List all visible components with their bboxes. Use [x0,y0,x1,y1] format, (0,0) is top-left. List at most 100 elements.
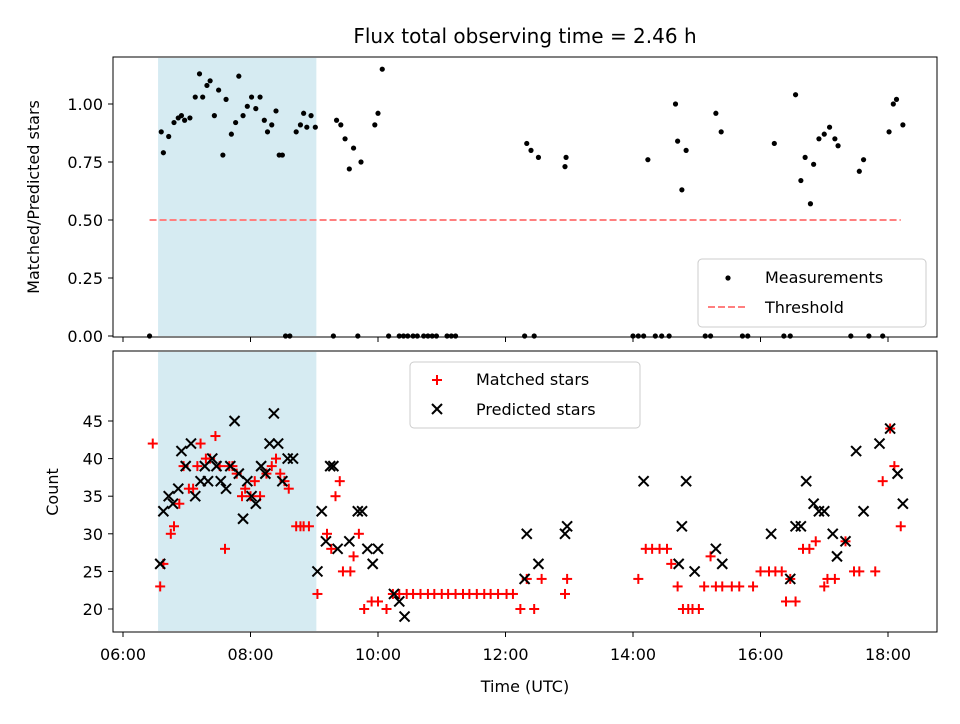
measurement-point [522,333,528,339]
predicted-star-point [162,490,175,502]
bottom-x-tick-label: 14:00 [610,645,656,664]
measurement-point [308,113,314,119]
measurement-point [346,166,352,172]
bottom-axes-frame [112,350,938,633]
bottom-x-tick-label: 16:00 [737,645,783,664]
measurement-point [745,333,751,339]
measurement-point [835,143,841,149]
bottom-x-axis-label: Time (UTC) [480,677,569,696]
top-panel: 0.00 0.25 0.50 0.75 1.00 Flux total observin… [24,24,938,346]
measurement-point [807,201,814,207]
measurement-point [171,119,177,126]
measurement-point [200,94,206,100]
bottom-x-tick-label: 10:00 [355,645,401,664]
predicted-star-point [228,415,241,427]
matched-star-point [192,461,203,472]
predicted-star-point [259,467,272,480]
top-y-tick-label: 1.00 [67,95,103,114]
matched-star-point [322,528,332,539]
bottom-y-tick-label: 25 [83,562,103,581]
measurement-point [821,131,827,137]
legend-label-matched: Matched stars [476,370,589,389]
predicted-star-point [250,498,262,510]
measurement-point [269,122,275,128]
measurement-point [893,96,900,102]
bottom-x-tick-label: 18:00 [865,645,911,664]
measurement-point [342,136,348,142]
predicted-star-point [637,475,650,487]
predicted-star-point [891,467,904,480]
matched-star-point [266,461,277,472]
bottom-panel: 20 25 30 35 40 45 06:00 08:00 10:00 12:00 14:00 16… [43,350,938,696]
measurement-point [207,78,213,84]
predicted-star-point [710,543,722,555]
measurement-point [355,333,361,339]
bottom-x-tick-label: 06:00 [100,645,146,664]
predicted-star-point [311,565,324,578]
matched-star-point [283,483,294,494]
measurement-point [562,164,568,170]
predicted-star-point [245,490,258,502]
predicted-star-point [206,452,218,465]
measurement-point [211,113,217,119]
matched-star-point [147,438,158,449]
measurement-point [350,145,357,151]
predicted-star-point [873,437,886,450]
bottom-observing-span [158,352,317,631]
matched-star-point [237,491,247,502]
measurement-point [261,117,267,123]
measurement-point [264,129,271,135]
predicted-star-point [215,475,227,487]
predicted-star-point [372,543,384,555]
measurement-point [146,333,153,339]
measurement-point [652,333,658,339]
predicted-star-point [210,460,223,472]
measurement-point [216,87,222,93]
bottom-y-tick-label: 45 [83,412,103,431]
measurement-point [890,101,896,107]
predicted-star-point [521,528,533,540]
bottom-y-tick-label: 20 [83,600,103,619]
measurement-point [178,113,185,119]
matched-star-point [693,604,704,614]
legend-x-icon [431,403,443,415]
matched-star-point [303,521,314,532]
predicted-star-point [272,437,284,450]
predicted-star-point [287,452,299,465]
measurement-point [781,333,787,339]
matched-star-point [819,581,830,592]
measurement-point [405,333,411,339]
measurement-point [236,73,242,79]
matched-star-point [562,573,573,584]
predicted-star-point [784,573,796,585]
matched-star-point [854,566,865,577]
measurement-point [452,333,459,339]
measurement-point [528,147,534,153]
matched-star-point [353,528,364,539]
measurement-point [832,136,838,142]
predicted-star-point [884,422,896,435]
bottom-x-tick-label: 08:00 [227,645,273,664]
predicted-star-point [716,558,728,570]
measurement-point [866,333,872,339]
matched-star-point [755,566,766,577]
chart-title: Flux total observing time = 2.46 h [353,24,696,48]
matched-star-point [633,573,644,584]
matched-star-point [188,483,199,494]
matched-star-point [359,604,370,614]
predicted-star-point [366,558,379,570]
measurement-point [244,103,250,109]
measurement-point [860,157,867,163]
matched-star-point [515,604,526,614]
top-legend-box [697,258,927,328]
measurement-point [816,136,822,142]
measurement-point [204,82,210,89]
measurement-point [304,124,310,130]
measurement-point [233,119,239,126]
bottom-x-ticks: 06:00 08:00 10:00 12:00 14:00 16:00 18:00 [100,632,911,664]
matched-star-point [810,536,821,547]
measurement-point [293,129,299,135]
legend-label-threshold: Threshold [764,298,844,317]
matched-star-point [240,483,251,494]
